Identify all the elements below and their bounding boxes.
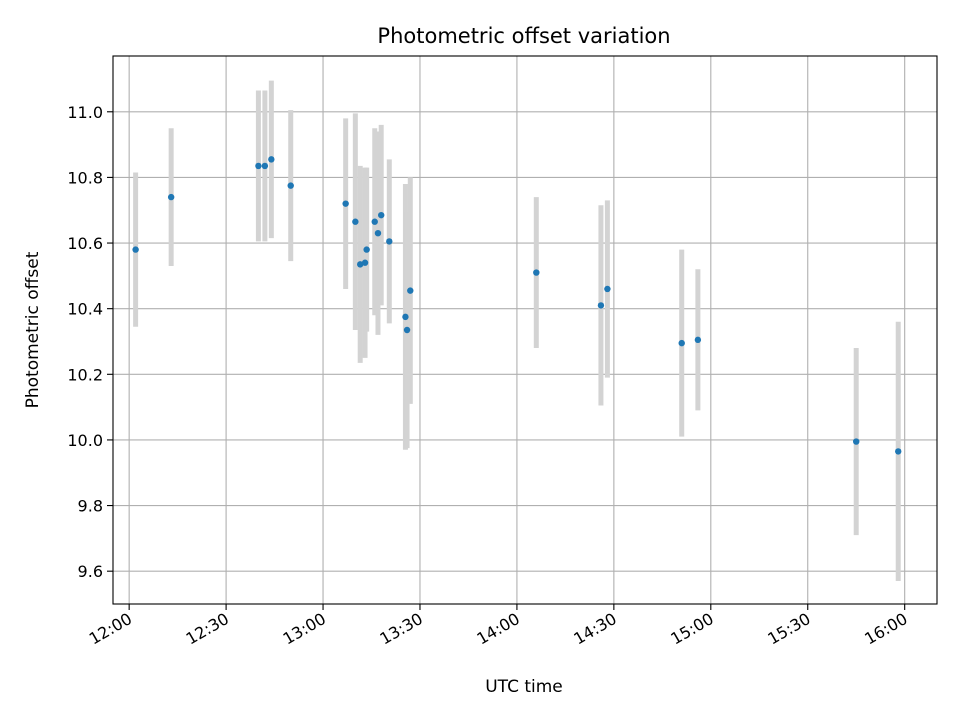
data-point [402, 313, 409, 321]
y-tick-label: 10.6 [67, 234, 103, 253]
y-tick-label: 10.2 [67, 365, 103, 384]
data-point [167, 193, 175, 201]
y-tick-label: 9.6 [78, 562, 103, 581]
data-point [407, 287, 414, 294]
data-point [694, 336, 702, 344]
data-point [853, 438, 860, 445]
data-point [371, 218, 378, 225]
data-point [268, 156, 275, 163]
data-points [132, 156, 902, 455]
data-point [374, 229, 382, 237]
y-axis-ticks: 9.6 9.8 10.0 10.2 10.4 10.6 10.8 11.0 [67, 103, 113, 581]
data-point [261, 162, 269, 170]
y-tick-label: 10.4 [67, 300, 103, 319]
x-axis-label: UTC time [485, 677, 563, 697]
data-point [342, 200, 349, 207]
data-point [255, 162, 262, 170]
data-point [533, 269, 540, 276]
data-point [386, 238, 393, 245]
data-point [678, 339, 685, 347]
data-point [363, 246, 370, 253]
y-tick-label: 10.8 [67, 168, 103, 187]
grid [113, 56, 937, 604]
data-point [895, 448, 902, 455]
y-axis-label: Photometric offset [23, 251, 43, 408]
data-point [403, 326, 411, 334]
data-point [597, 302, 605, 309]
y-tick-label: 10.0 [67, 431, 103, 450]
data-point [357, 261, 364, 268]
data-point [361, 259, 369, 266]
plot-frame [112, 55, 938, 605]
data-point [378, 211, 385, 219]
chart-title: Photometric offset variation [377, 24, 670, 48]
data-point [287, 182, 294, 189]
data-point [132, 246, 139, 253]
data-point [604, 285, 611, 293]
y-tick-label: 9.8 [78, 497, 103, 516]
data-point [352, 218, 359, 225]
y-tick-label: 11.0 [67, 103, 103, 122]
